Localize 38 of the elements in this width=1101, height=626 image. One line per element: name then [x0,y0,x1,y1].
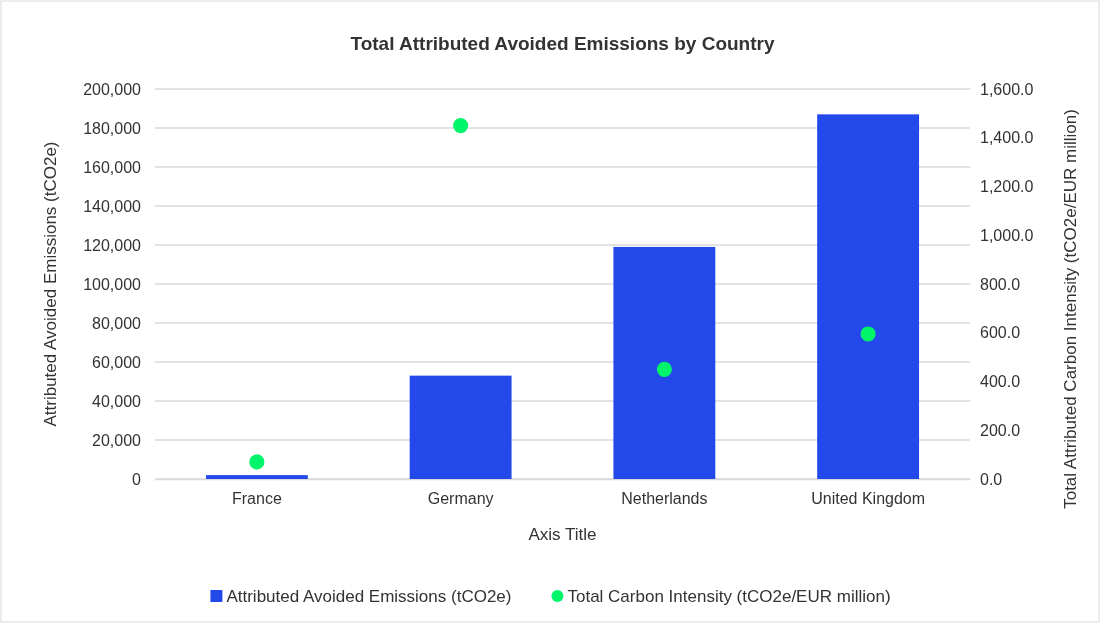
y2-tick-label: 0.0 [980,470,1003,488]
point [453,118,469,134]
y-tick-label: 100,000 [83,275,142,293]
y-tick-label: 140,000 [83,197,142,215]
y2-tick-label: 200.0 [980,421,1021,439]
bar [613,246,716,479]
y2-tick-label: 1,400.0 [980,129,1034,147]
y2-tick-label: 600.0 [980,324,1021,342]
point [656,361,672,377]
y-tick-label: 40,000 [92,392,142,410]
x-tick-label: United Kingdom [811,490,926,508]
x-tick-label: Germany [427,490,494,508]
y-tick-label: 120,000 [83,236,142,254]
y-tick-label: 180,000 [83,119,142,137]
bar [205,475,308,479]
point [249,454,265,470]
x-tick-label: France [231,490,282,508]
y2-tick-label: 400.0 [980,373,1021,391]
y-axis-title: Attributed Avoided Emissions (tCO2e) [41,141,60,427]
chart-title: Total Attributed Avoided Emissions by Country [350,33,775,54]
y2-tick-label: 1,600.0 [980,80,1034,98]
legend-label: Total Carbon Intensity (tCO2e/EUR million) [567,587,891,606]
bar [817,114,920,479]
y-tick-label: 80,000 [92,314,142,332]
y2-axis-title: Total Attributed Carbon Intensity (tCO2e/EUR million) [1061,109,1080,509]
y2-tick-label: 1,200.0 [980,178,1034,196]
x-axis-title: Axis Title [528,525,597,544]
y-tick-label: 200,000 [83,80,142,98]
y-tick-label: 0 [132,470,142,488]
y-tick-label: 20,000 [92,431,142,449]
legend-label: Attributed Avoided Emissions (tCO2e) [226,587,512,606]
y2-tick-label: 800.0 [980,275,1021,293]
y-tick-label: 60,000 [92,353,142,371]
y-tick-label: 160,000 [83,158,142,176]
point [860,326,876,342]
bar [409,375,512,479]
x-tick-label: Netherlands [621,490,708,508]
y2-tick-label: 1,000.0 [980,226,1034,244]
